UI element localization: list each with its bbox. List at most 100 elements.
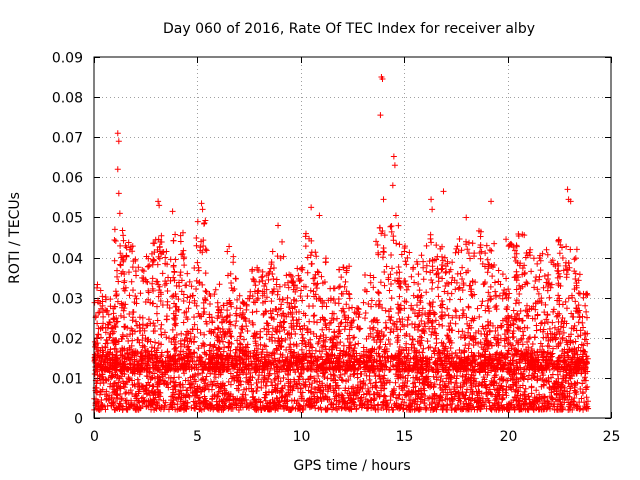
data-point <box>279 385 286 392</box>
data-point <box>433 242 440 249</box>
data-point <box>119 227 126 234</box>
data-point <box>111 237 118 244</box>
data-point <box>158 232 165 239</box>
data-point <box>378 378 385 385</box>
data-point <box>565 380 572 387</box>
data-point <box>152 404 159 411</box>
data-point <box>123 405 130 412</box>
data-point <box>452 307 459 314</box>
data-point <box>332 300 339 307</box>
data-point <box>195 264 202 271</box>
data-point <box>459 307 466 314</box>
data-point <box>337 339 344 346</box>
y-tick-label: 0.04 <box>52 252 83 268</box>
data-point <box>130 287 137 294</box>
data-point <box>372 373 379 380</box>
data-point <box>428 276 435 283</box>
data-point <box>313 285 320 292</box>
x-tick-label: 20 <box>500 429 518 445</box>
data-point <box>408 273 415 280</box>
data-point <box>157 325 164 332</box>
data-point <box>128 278 135 285</box>
data-point <box>438 298 445 305</box>
data-point <box>258 384 265 391</box>
data-point <box>311 274 318 281</box>
data-point <box>269 248 276 255</box>
data-point <box>379 382 386 389</box>
data-point <box>338 319 345 326</box>
data-point <box>273 276 280 283</box>
data-point <box>279 354 286 361</box>
data-point <box>430 384 437 391</box>
data-point <box>279 238 286 245</box>
data-point <box>360 391 367 398</box>
data-point <box>227 333 234 340</box>
data-point <box>96 309 103 316</box>
data-point <box>410 384 417 391</box>
data-point <box>377 279 384 286</box>
data-point <box>194 326 201 333</box>
data-point <box>510 376 517 383</box>
data-point <box>327 384 334 391</box>
data-point <box>167 375 174 382</box>
y-tick-label: 0.08 <box>52 91 83 107</box>
data-point <box>439 312 446 319</box>
data-point <box>183 282 190 289</box>
data-point <box>415 271 422 278</box>
data-point <box>284 370 291 377</box>
data-point <box>349 304 356 311</box>
data-point <box>177 269 184 276</box>
data-point <box>108 325 115 332</box>
data-point <box>392 379 399 386</box>
data-point <box>444 305 451 312</box>
data-point <box>356 352 363 359</box>
data-point <box>545 400 552 407</box>
data-point <box>508 401 515 408</box>
data-point <box>176 381 183 388</box>
data-point <box>176 391 183 398</box>
data-point <box>352 341 359 348</box>
data-point <box>381 372 388 379</box>
y-tick-label: 0.09 <box>52 51 83 67</box>
data-point <box>274 311 281 318</box>
data-point <box>472 383 479 390</box>
data-point <box>420 258 427 265</box>
data-point <box>463 378 470 385</box>
data-point <box>428 285 435 292</box>
data-point <box>230 259 237 266</box>
data-point <box>390 237 397 244</box>
data-point <box>99 293 106 300</box>
data-point <box>572 380 579 387</box>
data-point <box>228 285 235 292</box>
data-point <box>431 310 438 317</box>
data-point <box>215 389 222 396</box>
data-point <box>98 388 105 395</box>
data-point <box>362 315 369 322</box>
data-point <box>185 377 192 384</box>
data-point <box>194 259 201 266</box>
data-point <box>332 379 339 386</box>
data-point <box>194 218 201 225</box>
data-point <box>112 238 119 245</box>
data-point <box>394 301 401 308</box>
data-point <box>403 286 410 293</box>
data-point <box>380 248 387 255</box>
data-point <box>309 303 316 310</box>
data-point <box>115 278 122 285</box>
data-point <box>151 240 158 247</box>
data-point <box>148 406 155 413</box>
data-point <box>224 307 231 314</box>
data-point <box>253 387 260 394</box>
data-point <box>567 401 574 408</box>
data-point <box>177 405 184 412</box>
data-point <box>493 371 500 378</box>
data-point <box>337 283 344 290</box>
data-point <box>431 381 438 388</box>
data-point <box>225 339 232 346</box>
data-point <box>357 378 364 385</box>
data-point <box>314 319 321 326</box>
data-point <box>304 269 311 276</box>
data-point <box>121 324 128 331</box>
data-point <box>393 269 400 276</box>
data-point <box>422 404 429 411</box>
